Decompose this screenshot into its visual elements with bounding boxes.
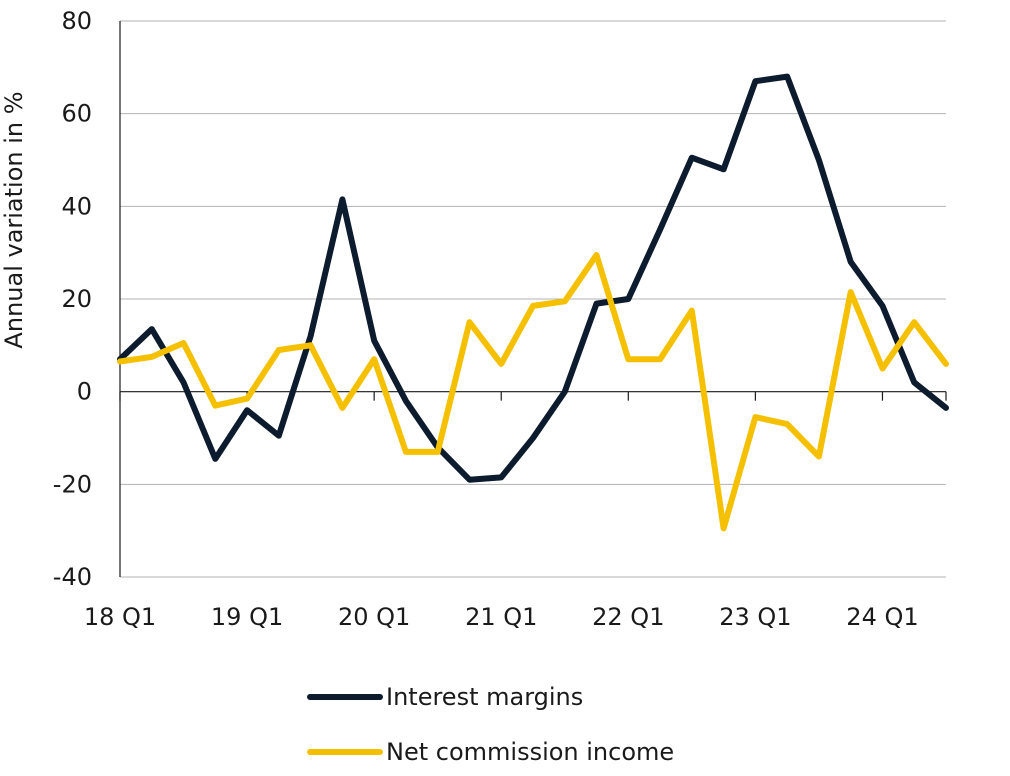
- y-tick-label: 40: [61, 192, 92, 220]
- y-tick-label: 60: [61, 100, 92, 128]
- y-tick-label: 20: [61, 285, 92, 313]
- legend: Interest margins Net commission income: [307, 683, 674, 766]
- y-tick-label: 80: [61, 7, 92, 35]
- y-tick-label: -40: [53, 563, 92, 591]
- x-tick-label: 21 Q1: [465, 603, 537, 631]
- x-tick-label: 24 Q1: [846, 603, 918, 631]
- x-tick-label: 18 Q1: [84, 603, 156, 631]
- y-tick-label: 0: [77, 378, 92, 406]
- legend-label: Interest margins: [386, 683, 583, 711]
- y-tick-label: -20: [53, 470, 92, 498]
- x-tick-label: 19 Q1: [211, 603, 283, 631]
- x-tick-label: 22 Q1: [592, 603, 664, 631]
- axis-layer: [119, 21, 947, 577]
- y-axis-title: Annual variation in %: [0, 91, 28, 348]
- x-tick-label: 23 Q1: [719, 603, 791, 631]
- grid-layer: [120, 20, 946, 578]
- legend-label: Net commission income: [386, 738, 674, 766]
- label-layer: 80 60 40 20 0 -20 -40 18 Q1 19 Q1 20 Q1 21 Q1 22 Q1…: [53, 7, 919, 631]
- x-tick-label: 20 Q1: [338, 603, 410, 631]
- series-line-interest-margins: [117, 73, 949, 483]
- series-layer: [117, 73, 949, 532]
